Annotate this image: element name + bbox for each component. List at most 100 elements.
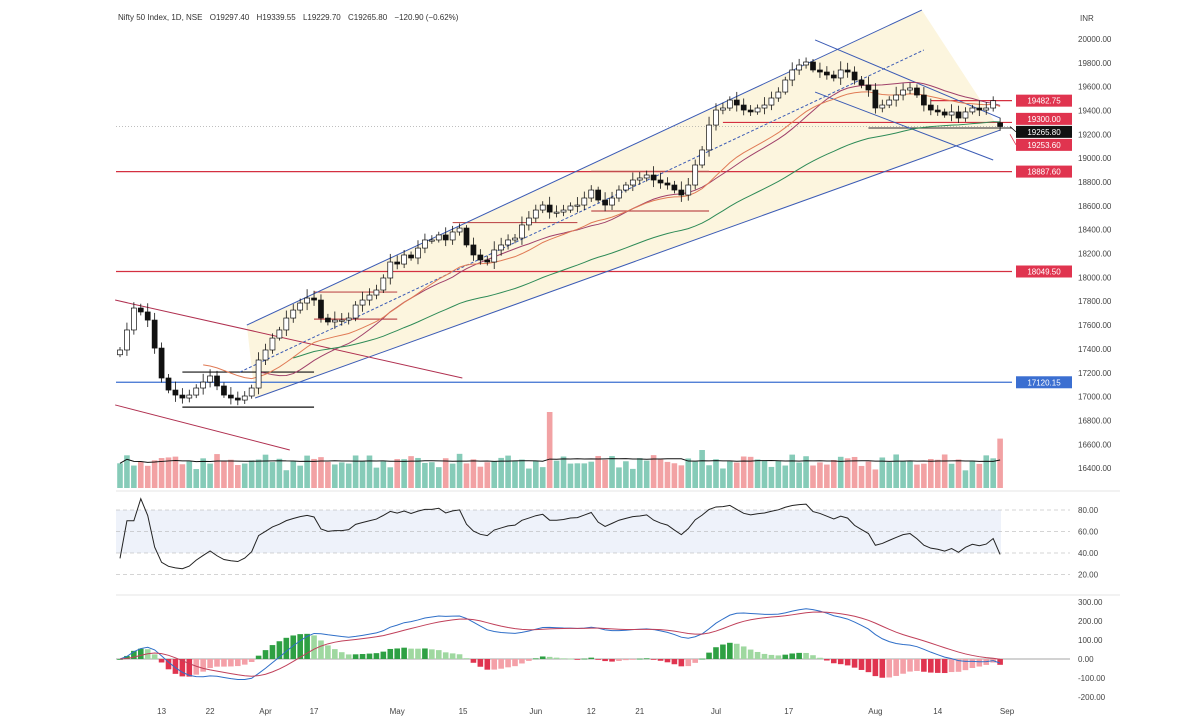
volume-bar bbox=[235, 465, 241, 488]
candle bbox=[713, 103, 719, 131]
macd-histogram-bar bbox=[623, 659, 629, 661]
candle bbox=[394, 255, 401, 270]
candle-body bbox=[976, 107, 983, 111]
candle bbox=[969, 104, 976, 115]
candle-body bbox=[429, 239, 435, 242]
candle bbox=[207, 369, 213, 388]
volume-bar bbox=[512, 460, 518, 488]
price-label: 18049.50 bbox=[1027, 267, 1061, 276]
macd-histogram-bar bbox=[304, 633, 310, 659]
volume-bar bbox=[851, 456, 858, 488]
candle-body bbox=[352, 304, 359, 319]
price-tick-label: 17200.00 bbox=[1078, 369, 1112, 378]
volume-bar bbox=[207, 463, 213, 488]
macd-histogram-bar bbox=[914, 659, 920, 671]
candle-body bbox=[276, 329, 283, 339]
candle bbox=[546, 196, 553, 219]
volume-bar bbox=[131, 465, 137, 488]
candle-body bbox=[463, 227, 470, 246]
volume-bar bbox=[463, 463, 470, 488]
macd-histogram-bar bbox=[574, 659, 581, 660]
volume-bar bbox=[158, 458, 165, 488]
rsi-line bbox=[119, 497, 1001, 570]
candle bbox=[539, 201, 546, 214]
volume-bar bbox=[137, 461, 144, 488]
candle-body bbox=[602, 199, 608, 206]
date-tick-label: Jul bbox=[711, 707, 721, 716]
volume-bar bbox=[373, 467, 380, 488]
volume-bar bbox=[796, 462, 802, 488]
candle bbox=[429, 235, 435, 244]
macd-histogram-bar bbox=[373, 653, 380, 659]
volume-bar bbox=[657, 459, 664, 488]
ohlc-open: O19297.40 bbox=[209, 13, 250, 22]
macd-histogram-bar bbox=[643, 658, 650, 660]
macd-histogram-bar bbox=[124, 655, 130, 659]
candle-body bbox=[214, 375, 220, 387]
candle-body bbox=[193, 387, 200, 396]
volume-bar bbox=[526, 468, 532, 488]
macd-histogram-bar bbox=[207, 659, 213, 669]
price-label: 19265.80 bbox=[1027, 128, 1061, 137]
candle bbox=[830, 70, 837, 82]
price-tick-label: 19800.00 bbox=[1078, 59, 1112, 68]
macd-tick-label: -100.00 bbox=[1078, 674, 1106, 683]
candle bbox=[331, 311, 338, 329]
candle bbox=[733, 91, 740, 112]
candle-body bbox=[359, 299, 366, 306]
volume-bar bbox=[179, 464, 186, 488]
macd-histogram-bar bbox=[858, 659, 865, 670]
date-tick-label: 21 bbox=[635, 707, 644, 716]
macd-histogram-bar bbox=[533, 658, 539, 660]
macd-histogram-bar bbox=[720, 644, 726, 659]
candle bbox=[824, 66, 830, 80]
candle bbox=[359, 291, 366, 312]
volume-bar bbox=[449, 463, 456, 488]
price-label: 19300.00 bbox=[1027, 115, 1061, 124]
price-tick-label: 16800.00 bbox=[1078, 416, 1112, 425]
candle bbox=[955, 105, 962, 123]
macd-histogram-bar bbox=[255, 655, 262, 659]
candle-body bbox=[623, 184, 629, 191]
volume-bar bbox=[609, 456, 615, 488]
volume-bar bbox=[394, 459, 400, 488]
volume-bar bbox=[124, 455, 130, 488]
macd-histogram-bar bbox=[290, 635, 297, 659]
candle bbox=[817, 62, 823, 78]
volume-bar bbox=[290, 460, 297, 488]
candle-body bbox=[325, 317, 331, 323]
volume-bar bbox=[671, 463, 678, 488]
macd-histogram-bar bbox=[221, 659, 227, 667]
candle bbox=[144, 303, 151, 328]
price-label-box bbox=[1016, 94, 1072, 107]
ema-slow-line bbox=[293, 121, 1001, 359]
macd-histogram-bar bbox=[754, 651, 761, 659]
volume-bar bbox=[567, 463, 574, 488]
macd-histogram-bar bbox=[560, 658, 567, 660]
candle bbox=[276, 326, 283, 341]
macd-histogram-bar bbox=[713, 647, 719, 659]
volume-bar bbox=[865, 461, 872, 488]
macd-histogram-bar bbox=[740, 646, 747, 659]
volume-bar bbox=[546, 412, 553, 488]
macd-histogram-bar bbox=[810, 655, 816, 659]
candle-body bbox=[983, 107, 990, 111]
candle-body bbox=[969, 107, 976, 113]
candle bbox=[886, 96, 893, 109]
candle bbox=[338, 313, 345, 326]
candle bbox=[844, 62, 851, 78]
price-tick-label: 18400.00 bbox=[1078, 226, 1112, 235]
macd-histogram-bar bbox=[137, 648, 144, 659]
volume-bar bbox=[636, 458, 643, 488]
macd-histogram-bar bbox=[907, 659, 913, 672]
candle-body bbox=[158, 347, 165, 379]
macd-histogram-bar bbox=[962, 659, 969, 671]
candle bbox=[900, 83, 906, 101]
volume-bar bbox=[318, 457, 324, 488]
candle-body bbox=[567, 205, 574, 211]
candle bbox=[214, 370, 220, 391]
candle bbox=[255, 352, 262, 395]
macd-histogram-bar bbox=[380, 651, 387, 659]
volume-bar bbox=[352, 455, 359, 488]
